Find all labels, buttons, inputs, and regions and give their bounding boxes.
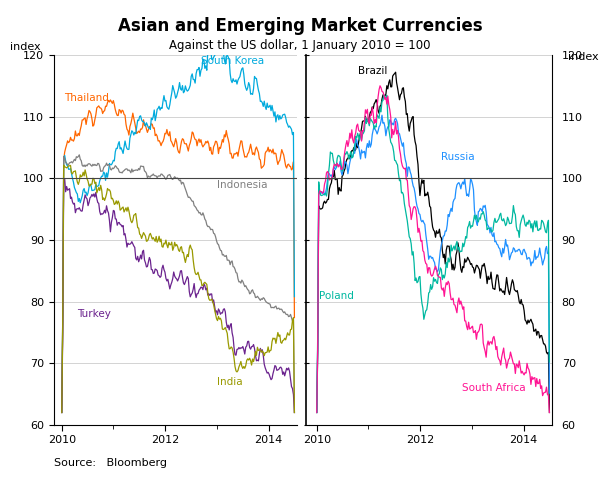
Text: Indonesia: Indonesia: [217, 180, 268, 190]
Text: Russia: Russia: [441, 152, 475, 162]
Text: Asian and Emerging Market Currencies: Asian and Emerging Market Currencies: [118, 17, 482, 35]
Text: Turkey: Turkey: [77, 309, 111, 319]
Text: Against the US dollar, 1 January 2010 = 100: Against the US dollar, 1 January 2010 = …: [169, 39, 431, 52]
Text: South Africa: South Africa: [461, 383, 525, 393]
Text: South Korea: South Korea: [202, 57, 265, 66]
Text: India: India: [217, 377, 242, 387]
Y-axis label: index: index: [568, 51, 599, 61]
Text: Poland: Poland: [319, 290, 354, 300]
Text: Source:   Bloomberg: Source: Bloomberg: [54, 458, 167, 468]
Text: Brazil: Brazil: [358, 66, 388, 76]
Y-axis label: index: index: [10, 41, 40, 51]
Text: Thailand: Thailand: [64, 94, 109, 103]
